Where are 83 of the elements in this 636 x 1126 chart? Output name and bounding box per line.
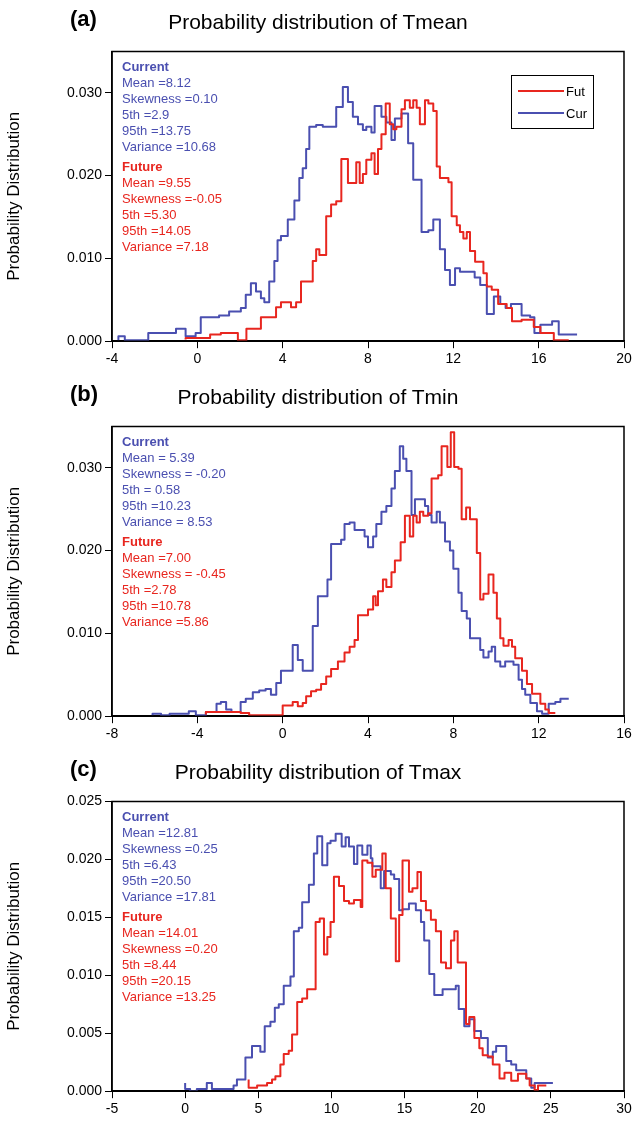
y-tick-label: 0.005	[66, 1024, 103, 1041]
y-tick-label: 0.000	[66, 332, 103, 349]
text: (a)	[70, 6, 97, 32]
annotation: Future	[122, 908, 163, 924]
x-tick-label: -5	[105, 1100, 119, 1117]
y-tick-label: 0.020	[66, 166, 103, 183]
y-tick-label: 0.020	[66, 541, 103, 558]
y-tick-label: 0.030	[66, 83, 103, 100]
annotation: Current	[122, 808, 170, 824]
annotation: 95th =14.05	[122, 222, 192, 238]
annotation: 95th =20.50	[122, 872, 192, 888]
annotation: Variance =5.86	[122, 613, 209, 629]
y-tick-label: 0.015	[66, 908, 103, 925]
x-tick-label: -4	[105, 350, 119, 367]
y-axis-title: Probability Distribution	[3, 486, 23, 656]
y-tick-label: 0.000	[66, 707, 103, 724]
x-tick-label: 10	[323, 1100, 340, 1117]
annotation: 95th =20.15	[122, 972, 192, 988]
y-tick-label: 0.025	[66, 792, 103, 809]
annotation: Variance =17.81	[122, 888, 217, 904]
x-tick-label: 0	[278, 725, 287, 742]
annotation: Mean =7.00	[122, 549, 192, 565]
legend-label: Fut	[566, 83, 585, 99]
text: (c)	[70, 756, 97, 782]
y-tick-label: 0.030	[66, 458, 103, 475]
annotation: Skewness =0.20	[122, 940, 218, 956]
x-tick-label: 8	[364, 350, 373, 367]
x-tick-label: 5	[254, 1100, 263, 1117]
y-tick-label: 0.020	[66, 850, 103, 867]
annotation: 95th =10.23	[122, 497, 192, 513]
x-tick-label: 4	[278, 350, 287, 367]
x-tick-label: -4	[191, 725, 204, 742]
annotation: 95th =10.78	[122, 597, 192, 613]
x-tick-label: 16	[530, 350, 547, 367]
y-axis-title: Probability Distribution	[3, 861, 23, 1031]
x-tick-label: 20	[469, 1100, 486, 1117]
y-axis-title: Probability Distribution	[3, 111, 23, 281]
annotation: Variance =7.18	[122, 238, 209, 254]
annotation: 5th = 0.58	[122, 481, 181, 497]
annotation: Skewness =0.10	[122, 90, 218, 106]
x-tick-label: 12	[445, 350, 462, 367]
annotation: Future	[122, 158, 163, 174]
y-tick-label: 0.010	[66, 249, 103, 266]
x-tick-label: 4	[364, 725, 373, 742]
y-tick-label: 0.010	[66, 624, 103, 641]
text: (b)	[70, 381, 99, 407]
annotation: 5th =5.30	[122, 206, 177, 222]
x-tick-label: 0	[193, 350, 202, 367]
chart-title: Probability distribution of Tmean	[168, 10, 468, 33]
annotation: 5th =2.9	[122, 106, 170, 122]
x-tick-label: 16	[616, 725, 632, 742]
annotation: Variance =13.25	[122, 988, 217, 1004]
annotation: Mean =8.12	[122, 74, 192, 90]
annotation: Future	[122, 533, 163, 549]
chart-title: Probability distribution of Tmax	[174, 760, 462, 783]
x-tick-label: 30	[616, 1100, 632, 1117]
chart-title: Probability distribution of Tmin	[177, 385, 459, 408]
annotation: Skewness =0.25	[122, 840, 218, 856]
annotation: Current	[122, 58, 170, 74]
annotation: 5th =6.43	[122, 856, 177, 872]
x-tick-label: -8	[105, 725, 119, 742]
annotation: Variance =10.68	[122, 138, 217, 154]
x-tick-label: 8	[449, 725, 458, 742]
annotation: Current	[122, 433, 170, 449]
legend-label: Cur	[566, 105, 587, 121]
annotation: Skewness = -0.20	[122, 465, 226, 481]
annotation: Skewness =-0.05	[122, 190, 223, 206]
annotation: Mean =14.01	[122, 924, 199, 940]
y-tick-label: 0.010	[66, 966, 103, 983]
x-tick-label: 25	[543, 1100, 559, 1117]
annotation: Mean = 5.39	[122, 449, 195, 465]
x-tick-label: 15	[396, 1100, 413, 1117]
x-tick-label: 20	[616, 350, 632, 367]
x-tick-label: 12	[530, 725, 547, 742]
y-tick-label: 0.000	[66, 1082, 103, 1099]
annotation: Mean =12.81	[122, 824, 199, 840]
annotation: Mean =9.55	[122, 174, 192, 190]
annotation: 95th =13.75	[122, 122, 192, 138]
annotation: Variance = 8.53	[122, 513, 213, 529]
x-tick-label: 0	[181, 1100, 190, 1117]
annotation: Skewness = -0.45	[122, 565, 226, 581]
annotation: 5th =2.78	[122, 581, 177, 597]
annotation: 5th =8.44	[122, 956, 177, 972]
